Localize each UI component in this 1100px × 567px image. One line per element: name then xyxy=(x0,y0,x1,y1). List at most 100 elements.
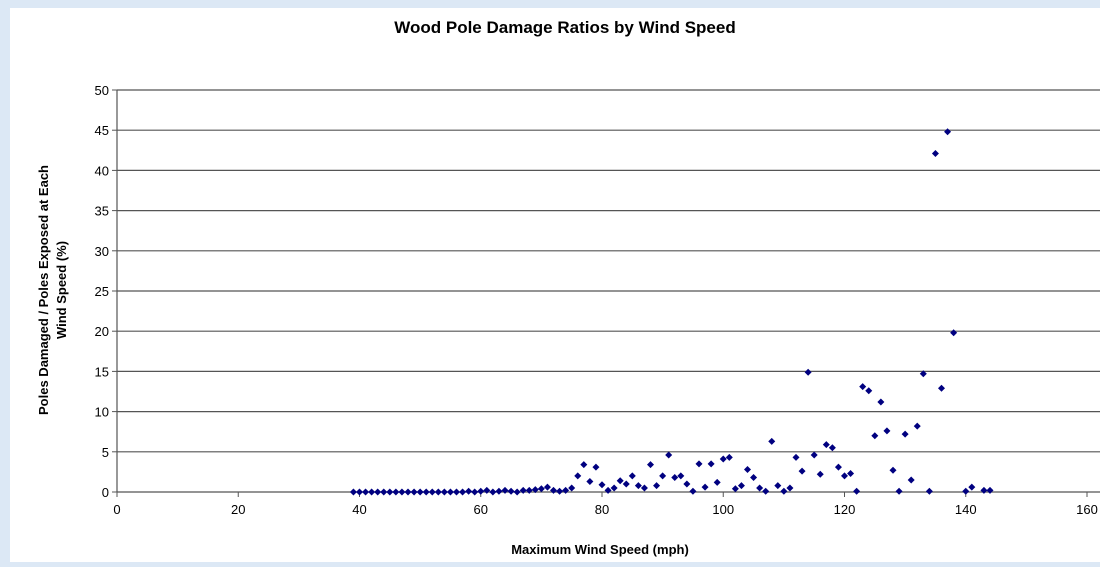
data-point xyxy=(525,486,533,494)
data-point xyxy=(895,487,903,495)
y-tick-label: 30 xyxy=(95,244,109,259)
data-point xyxy=(810,451,818,459)
data-point xyxy=(750,474,758,482)
data-point xyxy=(822,441,830,449)
x-tick-label: 80 xyxy=(595,502,609,517)
y-tick-label: 15 xyxy=(95,364,109,379)
data-point xyxy=(640,484,648,492)
data-point xyxy=(689,487,697,495)
data-point xyxy=(386,488,394,496)
x-tick-label: 40 xyxy=(352,502,366,517)
data-point xyxy=(841,472,848,480)
data-point xyxy=(610,484,618,492)
chart: Wood Pole Damage Ratios by Wind Speed Ma… xyxy=(36,18,1100,557)
data-point xyxy=(622,480,630,488)
data-point xyxy=(513,488,521,496)
y-tick-label: 0 xyxy=(102,485,109,500)
data-point xyxy=(671,474,679,482)
data-point xyxy=(380,488,388,496)
data-point xyxy=(792,453,800,461)
data-point xyxy=(537,485,545,493)
x-tick-label: 140 xyxy=(955,502,977,517)
data-point xyxy=(677,472,685,480)
x-tick-label: 0 xyxy=(113,502,120,517)
y-tick-label: 25 xyxy=(95,284,109,299)
data-point xyxy=(398,488,406,496)
data-point xyxy=(489,488,497,496)
data-point xyxy=(459,488,467,496)
data-point xyxy=(501,486,509,494)
data-point xyxy=(392,488,400,496)
data-point xyxy=(349,488,357,496)
data-point xyxy=(919,370,927,378)
data-point xyxy=(816,470,824,478)
x-tick-label: 100 xyxy=(712,502,734,517)
data-point xyxy=(362,488,370,496)
y-tick-label: 10 xyxy=(95,405,109,420)
data-point xyxy=(683,480,691,488)
data-point xyxy=(574,472,582,480)
data-point xyxy=(483,486,491,494)
y-tick-label: 45 xyxy=(95,123,109,138)
data-point xyxy=(913,422,921,430)
x-tick-label: 60 xyxy=(474,502,488,517)
data-point xyxy=(786,484,794,492)
data-point xyxy=(731,485,739,493)
x-tick-label: 160 xyxy=(1076,502,1098,517)
data-point xyxy=(834,463,842,471)
data-point xyxy=(562,486,570,494)
data-point xyxy=(938,384,945,392)
data-point xyxy=(737,482,745,490)
data-point xyxy=(828,444,836,452)
data-point xyxy=(780,487,788,495)
data-point xyxy=(568,484,576,492)
data-point xyxy=(962,487,970,495)
data-point xyxy=(871,432,879,440)
data-point xyxy=(907,476,915,484)
data-point xyxy=(986,486,994,494)
data-point xyxy=(580,461,588,469)
data-point xyxy=(774,482,782,490)
data-point xyxy=(701,483,709,491)
data-point xyxy=(531,486,539,494)
data-point xyxy=(768,437,776,445)
data-point xyxy=(422,488,430,496)
data-point xyxy=(968,483,976,491)
data-point xyxy=(453,488,460,496)
data-point xyxy=(804,368,812,376)
data-point xyxy=(931,150,939,158)
data-point xyxy=(659,472,667,480)
data-point xyxy=(543,483,551,491)
data-point xyxy=(634,482,642,490)
data-point xyxy=(507,487,515,495)
data-point xyxy=(762,487,770,495)
data-point xyxy=(756,484,764,492)
data-point xyxy=(950,329,958,337)
data-point xyxy=(550,486,557,494)
data-point xyxy=(356,488,363,496)
data-point xyxy=(598,481,606,489)
data-point xyxy=(374,488,382,496)
x-tick-label: 20 xyxy=(231,502,245,517)
x-tick-label: 120 xyxy=(834,502,856,517)
data-point xyxy=(707,460,715,468)
data-point xyxy=(410,488,418,496)
data-point xyxy=(889,466,897,474)
data-point xyxy=(744,465,751,473)
data-point xyxy=(859,383,867,391)
y-tick-label: 35 xyxy=(95,204,109,219)
data-point xyxy=(665,451,673,459)
data-point xyxy=(471,488,479,496)
y-tick-label: 5 xyxy=(102,445,109,460)
data-point xyxy=(865,387,873,395)
data-point xyxy=(495,487,503,495)
data-point xyxy=(877,398,885,406)
chart-panel: Wood Pole Damage Ratios by Wind Speed Ma… xyxy=(10,8,1100,562)
data-point xyxy=(695,460,703,468)
data-point xyxy=(604,486,612,494)
y-tick-label: 40 xyxy=(95,163,109,178)
y-axis-title: Wind Speed (%) xyxy=(54,241,69,339)
x-axis-title: Maximum Wind Speed (mph) xyxy=(511,542,689,557)
data-point xyxy=(477,487,485,495)
data-point xyxy=(798,467,806,475)
